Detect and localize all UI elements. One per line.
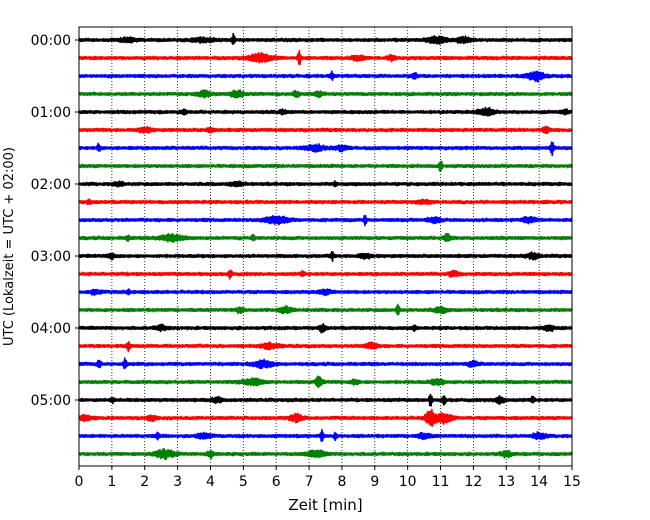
x-tick-label-15: 15	[563, 474, 581, 490]
seismogram-traces	[78, 32, 573, 461]
y-tick-label-4: 04:00	[31, 321, 71, 337]
x-tick-label-0: 0	[75, 474, 84, 490]
y-tick-label-2: 02:00	[31, 177, 71, 193]
x-tick-label-3: 3	[173, 474, 182, 490]
trace-row-6	[78, 141, 573, 157]
x-gridlines	[111, 27, 540, 466]
trace-row-17	[78, 340, 573, 353]
trace-row-11	[78, 232, 573, 244]
trace-row-3	[78, 89, 573, 99]
trace-row-18	[78, 357, 573, 370]
trace-row-19	[78, 375, 573, 389]
x-tick-label-6: 6	[272, 474, 281, 490]
trace-row-0	[78, 32, 573, 45]
x-tick-label-8: 8	[337, 474, 346, 490]
trace-row-22	[78, 428, 573, 443]
x-tick-label-5: 5	[239, 474, 248, 490]
trace-row-20	[78, 393, 573, 407]
x-tick-label-13: 13	[497, 474, 515, 490]
y-tick-label-1: 01:00	[31, 105, 71, 121]
x-tick-label-1: 1	[107, 474, 116, 490]
trace-row-23	[78, 447, 573, 461]
x-tick-label-7: 7	[305, 474, 314, 490]
trace-row-13	[78, 269, 573, 280]
x-axis-ticks: 0 1 2 3 4 5 6 7 8 9 10 11 12 13 14 15	[75, 466, 581, 490]
trace-row-7	[78, 160, 573, 172]
trace-row-15	[78, 303, 573, 316]
x-tick-label-12: 12	[464, 474, 482, 490]
trace-row-2	[78, 70, 573, 83]
x-axis-title: Zeit [min]	[288, 496, 362, 514]
y-tick-label-3: 03:00	[31, 249, 71, 265]
trace-row-10	[78, 214, 573, 227]
plot-frame	[78, 26, 573, 467]
y-tick-label-0: 00:00	[31, 33, 71, 49]
x-tick-label-2: 2	[140, 474, 149, 490]
trace-row-8	[78, 180, 573, 188]
x-tick-label-14: 14	[530, 474, 548, 490]
trace-row-1	[78, 49, 573, 66]
y-axis-ticks: 00:00 01:00 02:00 03:00 04:00 05:00	[31, 33, 79, 409]
x-tick-label-4: 4	[206, 474, 215, 490]
trace-row-14	[78, 288, 573, 297]
trace-row-5	[78, 125, 573, 135]
trace-row-16	[78, 323, 573, 334]
x-tick-label-9: 9	[370, 474, 379, 490]
x-tick-label-11: 11	[432, 474, 450, 490]
trace-row-12	[78, 250, 573, 262]
trace-row-9	[78, 198, 573, 206]
y-axis-title: UTC (Lokalzeit = UTC + 02:00)	[2, 147, 17, 346]
trace-row-21	[78, 408, 573, 427]
trace-row-4	[78, 106, 573, 117]
y-tick-label-5: 05:00	[31, 393, 71, 409]
x-tick-label-10: 10	[399, 474, 417, 490]
